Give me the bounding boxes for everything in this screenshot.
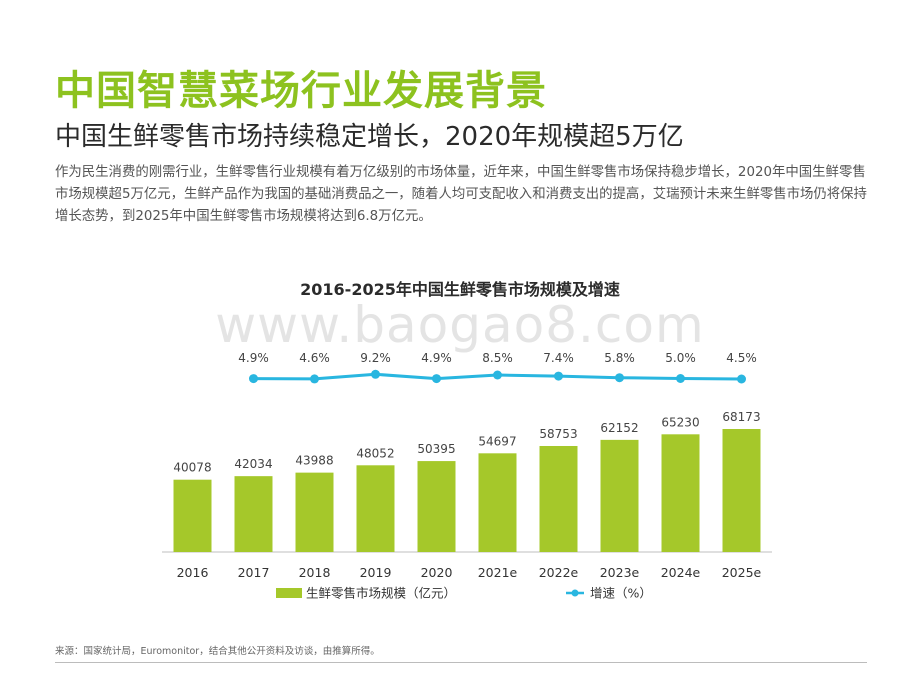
growth-point [493, 370, 502, 380]
bar-value-label: 58753 [539, 427, 577, 441]
growth-point [371, 369, 380, 379]
growth-value-label: 5.0% [665, 351, 696, 365]
bar-value-label: 40078 [173, 461, 211, 475]
bar [478, 453, 517, 552]
x-tick-label: 2022e [539, 565, 579, 580]
description-paragraph: 作为民生消费的刚需行业，生鲜零售行业规模有着万亿级别的市场体量，近年来，中国生鲜… [55, 165, 867, 224]
x-tick-label: 2019 [360, 565, 392, 580]
bar-value-label: 50395 [417, 442, 455, 456]
bar [722, 429, 761, 552]
x-tick-label: 2024e [661, 565, 701, 580]
growth-point [737, 374, 746, 384]
legend-bar-swatch [276, 588, 302, 598]
growth-value-label: 8.5% [482, 351, 513, 365]
growth-point [310, 374, 319, 384]
x-tick-label: 2025e [722, 565, 762, 580]
growth-point [249, 374, 258, 384]
chart-title: 2016-2025年中国生鲜零售市场规模及增速 [300, 280, 620, 299]
growth-point [676, 374, 685, 383]
x-tick-label: 2020 [421, 565, 453, 580]
growth-value-label: 7.4% [543, 351, 574, 365]
x-tick-label: 2018 [299, 565, 331, 580]
growth-value-label: 4.9% [238, 351, 269, 365]
growth-value-label: 9.2% [360, 351, 391, 365]
legend-line-marker [571, 589, 579, 597]
growth-value-label: 5.8% [604, 351, 635, 365]
bar-value-label: 65230 [661, 415, 699, 429]
bar-value-label: 42034 [234, 457, 272, 471]
legend-line-label: 增速（%） [590, 586, 652, 601]
x-tick-label: 2017 [238, 565, 270, 580]
x-tick-label: 2021e [478, 565, 518, 580]
growth-point [615, 373, 624, 383]
page-subtitle: 中国生鲜零售市场持续稳定增长，2020年规模超5万亿 [55, 122, 684, 152]
bar [417, 461, 456, 552]
bar-value-label: 54697 [478, 434, 516, 448]
bar [600, 439, 639, 552]
bar-value-label: 68173 [722, 410, 760, 424]
source-note: 来源：国家统计局，Euromonitor，结合其他公开资料及访谈，由推算所得。 [55, 646, 380, 657]
growth-point [554, 371, 563, 381]
bar [295, 472, 334, 552]
footer-divider [55, 662, 867, 663]
legend-bar-label: 生鲜零售市场规模（亿元） [306, 586, 456, 601]
growth-value-label: 4.9% [421, 351, 452, 365]
page-title: 中国智慧菜场行业发展背景 [55, 68, 547, 114]
x-tick-label: 2023e [600, 565, 640, 580]
growth-value-label: 4.5% [726, 351, 757, 365]
bar [356, 465, 395, 552]
bar [173, 479, 212, 552]
x-tick-label: 2016 [177, 565, 209, 580]
bar [661, 434, 700, 552]
bar [539, 445, 578, 552]
growth-point [432, 374, 441, 384]
bar-value-label: 62152 [600, 421, 638, 435]
bar-value-label: 43988 [295, 454, 333, 468]
growth-value-label: 4.6% [299, 351, 330, 365]
bar [234, 476, 273, 552]
bar-value-label: 48052 [356, 446, 394, 460]
